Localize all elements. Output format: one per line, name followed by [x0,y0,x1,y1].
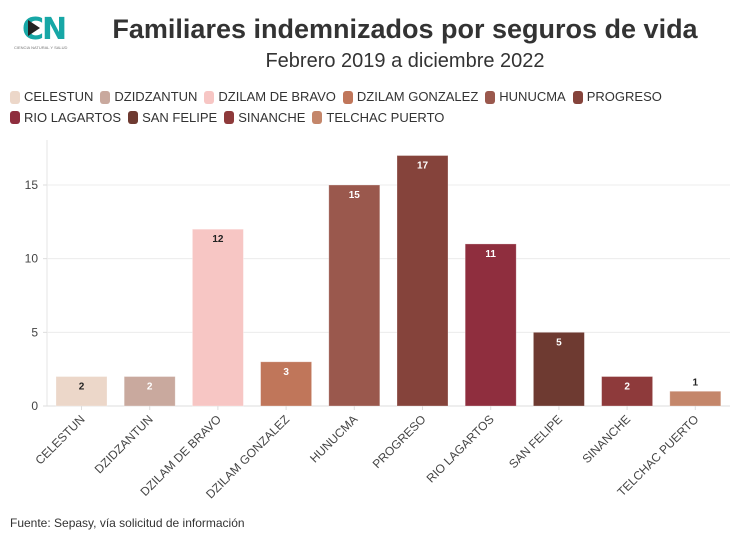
legend-swatch [100,90,111,104]
legend-label: PROGRESO [586,89,662,104]
legend-label: DZILAM DE BRAVO [218,89,336,104]
bar [601,376,653,407]
legend-item[interactable]: SAN FELIPE [128,109,217,127]
play-triangle-icon [28,20,40,36]
legend-swatch [485,90,496,104]
y-tick-label: 0 [31,399,38,413]
legend-swatch [204,90,215,104]
legend-item[interactable]: DZILAM GONZALEZ [342,88,479,106]
x-tick-label: SINANCHE [579,412,633,466]
data-label: 2 [147,382,153,393]
data-label: 1 [693,377,699,388]
chart-title: Familiares indemnizados por seguros de v… [112,14,698,44]
x-tick-label: SAN FELIPE [506,412,565,471]
bar [328,184,381,407]
legend-swatch [572,90,583,104]
legend-label: SAN FELIPE [142,109,218,125]
legend-swatch [10,111,20,124]
data-label: 17 [417,161,429,172]
data-label: 2 [79,382,85,393]
bar [533,331,585,407]
x-tick-label: DZIDZANTUN [92,412,156,476]
data-label: 5 [556,337,562,348]
legend: CELESTUN DZIDZANTUN DZILAM DE BRAVO DZILAM … [10,88,730,129]
logo: CN CIENCIA NATURAL Y SALUD [14,12,74,52]
bar [55,376,108,407]
bar [669,390,722,407]
x-tick-label: CELESTUN [32,412,87,467]
legend-item[interactable]: SINANCHE [224,109,305,127]
legend-label: DZILAM GONZALEZ [356,89,479,104]
legend-label: TELCHAC PUERTO [326,109,445,125]
data-label: 2 [624,382,630,393]
logo-tagline: CIENCIA NATURAL Y SALUD [14,45,68,50]
legend-item[interactable]: DZIDZANTUN [100,88,197,106]
data-label: 12 [212,234,224,245]
bar [191,228,244,407]
legend-item[interactable]: HUNUCMA [485,88,566,106]
legend-item[interactable]: PROGRESO [572,88,662,106]
legend-item[interactable]: RIO LAGARTOS [10,109,121,127]
y-tick-label: 5 [31,325,38,339]
chart-subtitle: Febrero 2019 a diciembre 2022 [265,50,545,72]
data-label: 15 [349,190,361,201]
bar [396,155,449,407]
source-note: Fuente: Sepasy, vía solicitud de informa… [10,516,245,530]
data-label: 11 [485,249,496,260]
x-tick-label: RIO LAGARTOS [424,412,497,485]
bar [464,243,517,407]
legend-label: DZIDZANTUN [114,89,198,104]
legend-label: SINANCHE [238,109,306,125]
legend-item[interactable]: DZILAM DE BRAVO [204,88,336,106]
x-tick-label: PROGRESO [370,412,429,471]
legend-swatch [342,90,353,104]
legend-swatch [312,111,323,124]
bar [123,376,176,407]
legend-item[interactable]: CELESTUN [10,88,93,106]
legend-swatch [224,111,235,124]
legend-item[interactable]: TELCHAC PUERTO [312,109,444,127]
legend-swatch [128,111,139,124]
y-tick-label: 10 [25,252,39,266]
legend-label: CELESTUN [24,89,94,104]
legend-swatch [10,90,20,104]
bar [260,361,313,407]
x-tick-label: HUNUCMA [307,412,360,465]
y-tick-label: 15 [25,178,39,192]
legend-label: RIO LAGARTOS [24,109,122,125]
legend-label: HUNUCMA [499,89,566,104]
data-label: 3 [283,367,289,378]
